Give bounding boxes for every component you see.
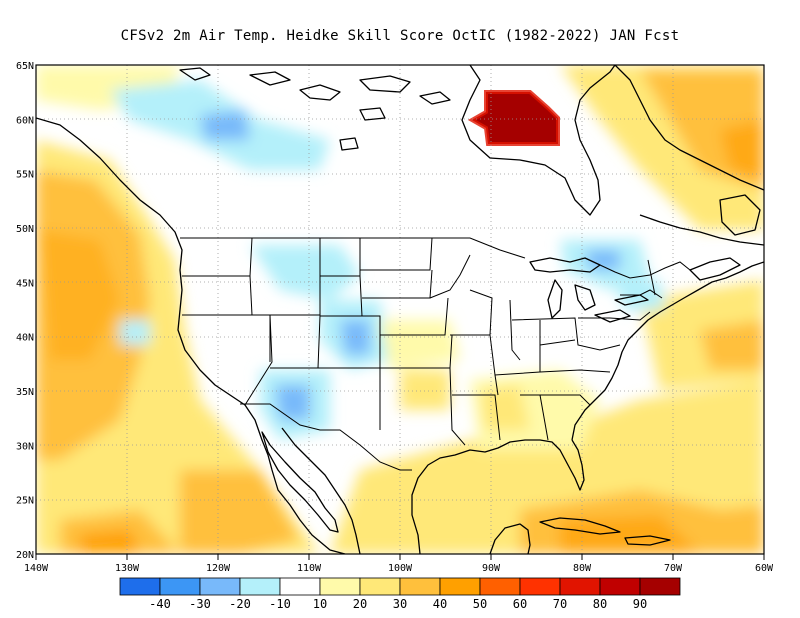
colorbar-label: 90 [633,597,647,611]
colorbar-label: -10 [269,597,291,611]
longitude-label: 110W [297,563,322,574]
colorbar-swatch [239,577,281,596]
axis-ticks [35,554,765,560]
longitude-label: 90W [482,563,501,574]
colorbar-label: 50 [473,597,487,611]
colorbar-swatch [639,577,681,596]
colorbar-swatch [439,577,481,596]
colorbar-label: -40 [149,597,171,611]
colorbar-swatch [119,577,161,596]
borders [180,237,691,471]
colorbar-label: 20 [353,597,367,611]
longitude-label: 70W [664,563,683,574]
colorbar-swatch [479,577,521,596]
longitude-label: 60W [755,563,774,574]
colorbar-swatch [279,577,321,596]
latitude-label: 60N [16,115,34,126]
latitude-label: 30N [16,441,34,452]
colorbar-label: 70 [553,597,567,611]
colorbar-label: -30 [189,597,211,611]
colorbar-swatch [559,577,601,596]
longitude-label: 130W [115,563,140,574]
longitude-label: 100W [388,563,413,574]
latitude-label: 50N [16,224,34,235]
coastlines [36,65,764,554]
longitude-label: 120W [206,563,231,574]
colorbar-label: 40 [433,597,447,611]
latitude-labels: 65N 60N 55N 50N 45N 40N 35N 30N 25N 20N [16,61,34,561]
longitude-label: 140W [24,563,49,574]
colorbar-swatch [199,577,241,596]
longitude-labels: 140W 130W 120W 110W 100W 90W 80W 70W 60W [24,563,774,574]
latitude-label: 20N [16,550,34,561]
colorbar-label: -20 [229,597,251,611]
longitude-label: 80W [573,563,592,574]
colorbar-swatch [599,577,641,596]
map-title: CFSv2 2m Air Temp. Heidke Skill Score Oc… [120,28,680,44]
colorbar-label: 30 [393,597,407,611]
colorbar-swatch [399,577,441,596]
colorbar-swatch [359,577,401,596]
colorbar-label: 80 [593,597,607,611]
colorbar [119,577,681,596]
latitude-label: 40N [16,333,34,344]
colorbar-swatch [519,577,561,596]
colorbar-swatch [319,577,361,596]
latitude-label: 55N [16,170,34,181]
colorbar-label: 60 [513,597,527,611]
colorbar-label: 10 [313,597,327,611]
latitude-label: 35N [16,387,34,398]
colorbar-swatch [159,577,201,596]
latitude-label: 25N [16,496,34,507]
colorbar-labels: -40 -30 -20 -10 10 20 30 40 50 60 70 80 90 [149,597,647,611]
latitude-label: 45N [16,278,34,289]
latitude-label: 65N [16,61,34,72]
